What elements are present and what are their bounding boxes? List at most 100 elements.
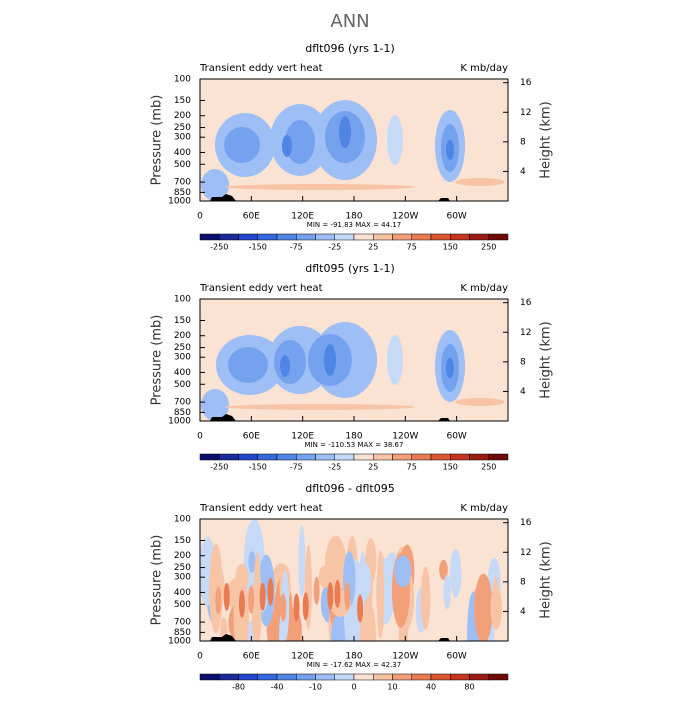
colorbar-label: -80 (232, 683, 245, 692)
colorbar-box (353, 233, 374, 241)
y-tick-label: 500 (174, 380, 191, 390)
right-label: K mb/day (460, 63, 508, 74)
left-label: Transient eddy vert heat (199, 283, 323, 294)
y-tick-label: 150 (174, 536, 191, 546)
terrain (210, 194, 450, 201)
colorbar-box (430, 673, 451, 681)
colorbar-label: -75 (290, 463, 303, 472)
colorbar-label: 250 (481, 243, 496, 252)
contour-region (334, 579, 341, 608)
colorbar-label: 150 (443, 243, 458, 252)
stats: MIN = -17.62 MAX = 42.37 (307, 661, 401, 669)
y2-tick-label: 4 (520, 607, 526, 617)
stats: MIN = -91.83 MAX = 44.17 (307, 221, 401, 229)
colorbar-box (353, 673, 374, 681)
y-tick-label: 400 (174, 148, 191, 158)
y2-tick-label: 16 (520, 78, 532, 88)
contour-region (357, 594, 364, 623)
terrain (210, 634, 450, 641)
y-tick-label: 300 (174, 353, 191, 363)
y-tick-label: 500 (174, 600, 191, 610)
y2-tick-label: 8 (520, 357, 526, 367)
y2-tick-label: 16 (520, 298, 532, 308)
colorbar-box (296, 233, 316, 241)
colorbar-box (450, 233, 470, 241)
y-tick-label: 250 (174, 563, 191, 573)
colorbar-box (276, 233, 297, 241)
colorbar-label: -150 (249, 463, 267, 472)
terrain (210, 414, 450, 421)
contour-region (446, 140, 454, 160)
y-tick-label: 250 (174, 123, 191, 133)
y2-tick-label: 8 (520, 577, 526, 587)
y-tick-label: 100 (174, 295, 191, 305)
y-tick-label: 400 (174, 588, 191, 598)
contour-region (285, 120, 315, 164)
y2-tick-label: 8 (520, 137, 526, 147)
contour-region (293, 593, 300, 622)
contour-region (298, 525, 306, 598)
colorbar-label: 250 (481, 463, 496, 472)
panel: dflt095 (yrs 1-1) Transient eddy vert hea… (150, 262, 554, 472)
x-tick-label: 60W (446, 652, 466, 662)
y-tick-label: 400 (174, 368, 191, 378)
contour-region (248, 585, 255, 614)
contour-region (259, 582, 266, 611)
colorbar-label: -250 (210, 463, 228, 472)
colorbar-box (219, 233, 239, 241)
colorbar-label: -75 (290, 243, 303, 252)
contour-region (455, 398, 505, 406)
figure-title: ANN (330, 11, 369, 32)
colorbar-label: -150 (249, 243, 267, 252)
x-tick-label: 180 (345, 212, 362, 222)
contour-region (490, 585, 502, 630)
y2-tick-label: 4 (520, 387, 526, 397)
x-tick-label: 60W (446, 432, 466, 442)
y2-axis-label: Height (km) (539, 321, 554, 398)
colorbar-box (276, 453, 297, 461)
contour-region (318, 565, 331, 588)
x-tick-label: 60E (243, 432, 260, 442)
colorbar-label: 80 (464, 683, 474, 692)
y2-axis-label: Height (km) (539, 101, 554, 178)
colorbar-box (219, 673, 239, 681)
contour-region (201, 169, 229, 201)
x-tick-label: 60E (243, 212, 260, 222)
x-tick-label: 0 (197, 432, 203, 442)
colorbar-box (488, 233, 509, 241)
contour-region (339, 116, 351, 148)
x-tick-label: 180 (345, 432, 362, 442)
y-tick-label: 850 (174, 628, 191, 638)
contour-region (274, 340, 306, 384)
colorbar-box (392, 673, 412, 681)
panel: dflt096 - dflt095 Transient eddy vert hea… (150, 482, 554, 692)
panel-title: dflt095 (yrs 1-1) (305, 262, 395, 275)
right-label: K mb/day (460, 283, 508, 294)
y-tick-label: 850 (174, 408, 191, 418)
y-tick-label: 1000 (168, 197, 191, 207)
contour-field (200, 79, 508, 201)
colorbar-box (334, 453, 355, 461)
contour-region (248, 551, 256, 573)
y2-tick-label: 12 (520, 328, 531, 338)
panel-title: dflt096 - dflt095 (305, 482, 394, 495)
y-tick-label: 200 (174, 331, 191, 341)
colorbar-box (257, 453, 278, 461)
contour-region (313, 576, 320, 605)
colorbar-box (238, 233, 258, 241)
contour-region (387, 335, 403, 385)
contour-region (443, 574, 451, 610)
colorbar-box (238, 673, 258, 681)
y2-axis-label: Height (km) (539, 541, 554, 618)
colorbar-label: 25 (368, 463, 378, 472)
colorbar-box (392, 233, 412, 241)
colorbar-box (373, 673, 393, 681)
stats: MIN = -110.53 MAX = 38.67 (305, 441, 404, 449)
contour-region (439, 559, 448, 580)
contour-region (282, 135, 292, 157)
contour-region (324, 344, 336, 376)
contour-region (359, 563, 372, 600)
colorbar-box (469, 233, 489, 241)
colorbar-label: -250 (210, 243, 228, 252)
colorbar-box (488, 673, 509, 681)
